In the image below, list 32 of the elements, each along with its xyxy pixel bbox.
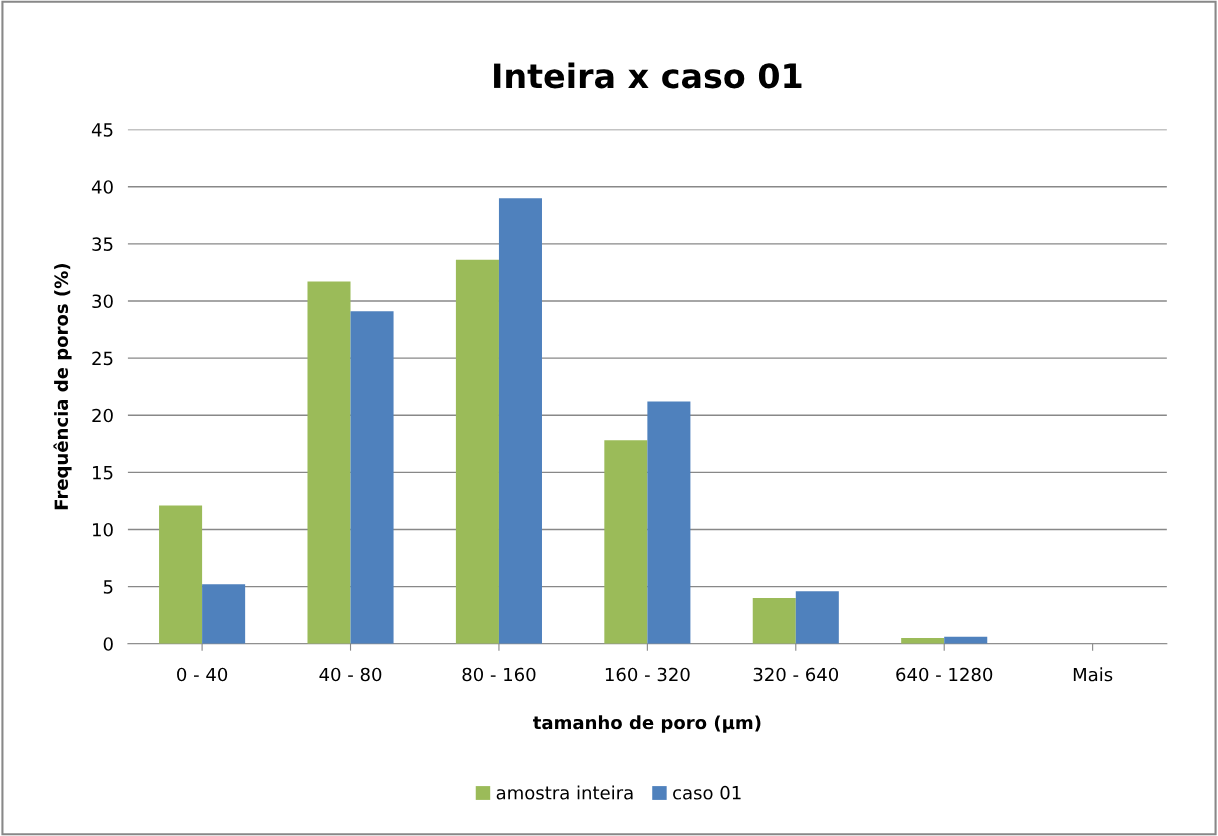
x-axis-title: tamanho de poro (µm) xyxy=(533,715,761,733)
x-tick-label: 40 - 80 xyxy=(319,667,382,682)
x-tick-label: Mais xyxy=(1073,667,1113,682)
x-tick-label: 640 - 1280 xyxy=(896,667,993,682)
y-tick-label: 35 xyxy=(92,237,113,251)
x-tick-label: 80 - 160 xyxy=(462,667,536,682)
y-tick-label: 0 xyxy=(103,637,113,651)
y-tick-label: 20 xyxy=(92,408,113,423)
bar xyxy=(159,505,203,644)
bar xyxy=(202,584,246,644)
y-tick-label: 5 xyxy=(103,580,113,594)
bar xyxy=(752,598,796,644)
bar xyxy=(307,281,351,644)
x-tick-label: 0 - 40 xyxy=(177,667,228,682)
y-tick-label: 10 xyxy=(93,522,113,537)
x-tick-label: 320 - 640 xyxy=(753,667,839,682)
legend-label: amostra inteira xyxy=(496,785,633,800)
chart-title: Inteira x caso 01 xyxy=(494,62,802,89)
bar xyxy=(604,440,648,644)
y-tick-label: 15 xyxy=(93,466,113,480)
y-tick-label: 40 xyxy=(91,180,113,194)
y-tick-label: 30 xyxy=(92,294,113,309)
x-tick-label: 160 - 320 xyxy=(605,667,690,682)
legend-label: caso 01 xyxy=(673,785,741,800)
bar xyxy=(647,401,691,644)
y-tick-label: 25 xyxy=(92,351,113,366)
bar xyxy=(795,591,839,644)
y-axis-title: Frequência de poros (%) xyxy=(53,264,72,510)
bar xyxy=(350,311,394,644)
y-tick-label: 45 xyxy=(91,123,113,137)
bar xyxy=(455,259,499,644)
bar xyxy=(498,198,542,644)
